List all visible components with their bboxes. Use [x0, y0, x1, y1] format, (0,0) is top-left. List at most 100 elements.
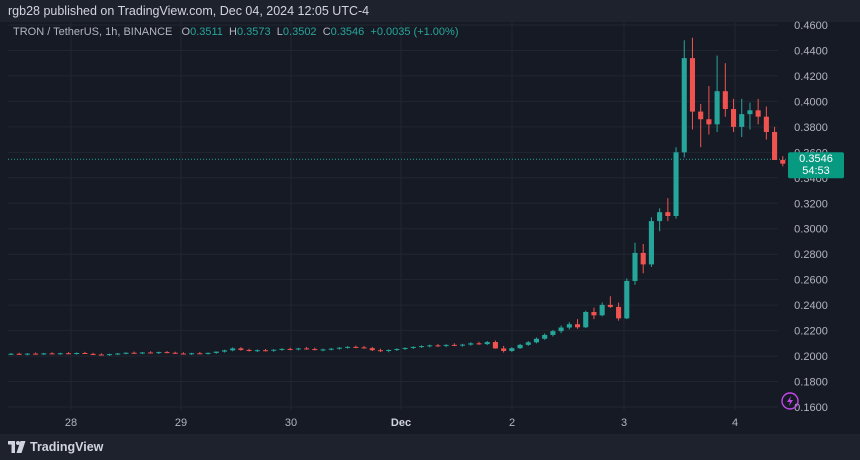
candle-body	[180, 353, 186, 355]
candle-body	[763, 116, 769, 132]
candle-body	[115, 353, 121, 355]
candle-body	[189, 353, 195, 355]
lightning-icon[interactable]	[781, 392, 799, 410]
candle-body	[386, 349, 392, 351]
candle-body	[418, 346, 425, 348]
candle-body	[443, 344, 449, 346]
candle-body	[164, 352, 170, 354]
change-value: +0.0035 (+1.00%)	[370, 26, 459, 38]
publish-header: rgb28 published on TradingView.com, Dec …	[0, 0, 860, 22]
candle-body	[361, 347, 367, 349]
candle-body	[476, 343, 482, 345]
y-tick-label: 0.4200	[794, 71, 828, 83]
candle-body	[698, 111, 704, 120]
x-tick-label: 4	[732, 417, 738, 429]
x-tick-label: Dec	[391, 417, 411, 429]
candle-body	[591, 312, 597, 316]
tradingview-logo-icon	[8, 441, 26, 453]
y-tick-label: 0.1800	[794, 377, 828, 389]
low-label: L	[276, 26, 283, 38]
x-tick-label: 2	[509, 417, 515, 429]
open-label: O	[181, 26, 191, 38]
candle-body	[213, 351, 219, 353]
price-axis[interactable]: 0.46000.44000.42000.40000.38000.36000.34…	[794, 20, 828, 414]
candle-body	[336, 347, 342, 349]
candles	[8, 37, 794, 356]
candle-body	[574, 324, 581, 328]
candle-body	[722, 91, 728, 110]
candle-body	[33, 353, 39, 355]
candle-body	[230, 348, 236, 351]
candle-body	[123, 352, 129, 354]
brand-name: TradingView	[30, 440, 104, 454]
candle-body	[566, 324, 572, 328]
candle-body	[673, 152, 679, 216]
candle-body	[148, 352, 154, 354]
candle-body	[558, 327, 564, 332]
candle-body	[509, 348, 515, 351]
candle-body	[624, 280, 630, 319]
y-tick-label: 0.3800	[794, 122, 828, 134]
candle-body	[254, 350, 260, 352]
y-tick-label: 0.2000	[794, 351, 828, 363]
y-tick-label: 0.2600	[794, 275, 828, 287]
candle-body	[345, 346, 351, 348]
candle-body	[377, 350, 384, 352]
y-tick-label: 0.3200	[794, 198, 828, 210]
candle-body	[739, 114, 745, 127]
candle-body	[221, 350, 228, 352]
candle-body	[714, 91, 720, 125]
candle-body	[65, 353, 72, 355]
candle-body	[156, 352, 162, 354]
candle-body	[74, 353, 80, 355]
candle-body	[312, 349, 318, 351]
x-tick-label: 3	[621, 417, 627, 429]
candle-body	[451, 344, 457, 346]
low-value: 0.3502	[282, 26, 317, 38]
candle-body	[517, 344, 523, 349]
candle-body	[435, 345, 441, 347]
candle-body	[599, 304, 605, 316]
badge-price: 0.3546	[799, 153, 833, 165]
candle-body	[41, 353, 47, 355]
badge-countdown: 54:53	[802, 165, 830, 177]
candle-body	[402, 347, 408, 349]
candle-body	[238, 348, 244, 350]
close-value: 0.3546	[330, 26, 365, 38]
candle-body	[616, 306, 622, 319]
candle-body	[460, 344, 466, 346]
candle-body	[533, 338, 540, 343]
y-tick-label: 0.1600	[794, 402, 828, 414]
candle-body	[328, 348, 334, 350]
candle-body	[139, 352, 145, 354]
candle-body	[131, 352, 137, 354]
tradingview-logo[interactable]: TradingView	[8, 440, 103, 454]
candle-body	[106, 354, 113, 356]
candle-body	[24, 353, 30, 355]
price-badge: 0.3546 54:53	[788, 152, 844, 179]
grid-lines	[8, 22, 778, 410]
candle-body	[492, 342, 498, 349]
candle-body	[304, 348, 310, 350]
candle-body	[320, 349, 326, 351]
candle-body	[681, 58, 687, 153]
candle-body	[287, 348, 293, 350]
y-tick-label: 0.2800	[794, 249, 828, 261]
y-tick-label: 0.2400	[794, 300, 828, 312]
candle-body	[279, 348, 285, 350]
candle-body	[772, 131, 778, 160]
open-value: 0.3511	[190, 26, 223, 38]
time-axis[interactable]: 28 29 30 Dec 2 3 4	[65, 417, 738, 429]
candle-body	[501, 348, 507, 351]
candle-body	[49, 353, 55, 355]
candle-body	[747, 110, 753, 115]
candle-body	[295, 348, 301, 350]
candle-body	[550, 331, 556, 335]
candle-body	[755, 110, 761, 117]
candle-body	[410, 346, 416, 348]
candle-body	[353, 346, 359, 348]
candle-body	[271, 349, 277, 351]
candle-body	[57, 353, 63, 355]
